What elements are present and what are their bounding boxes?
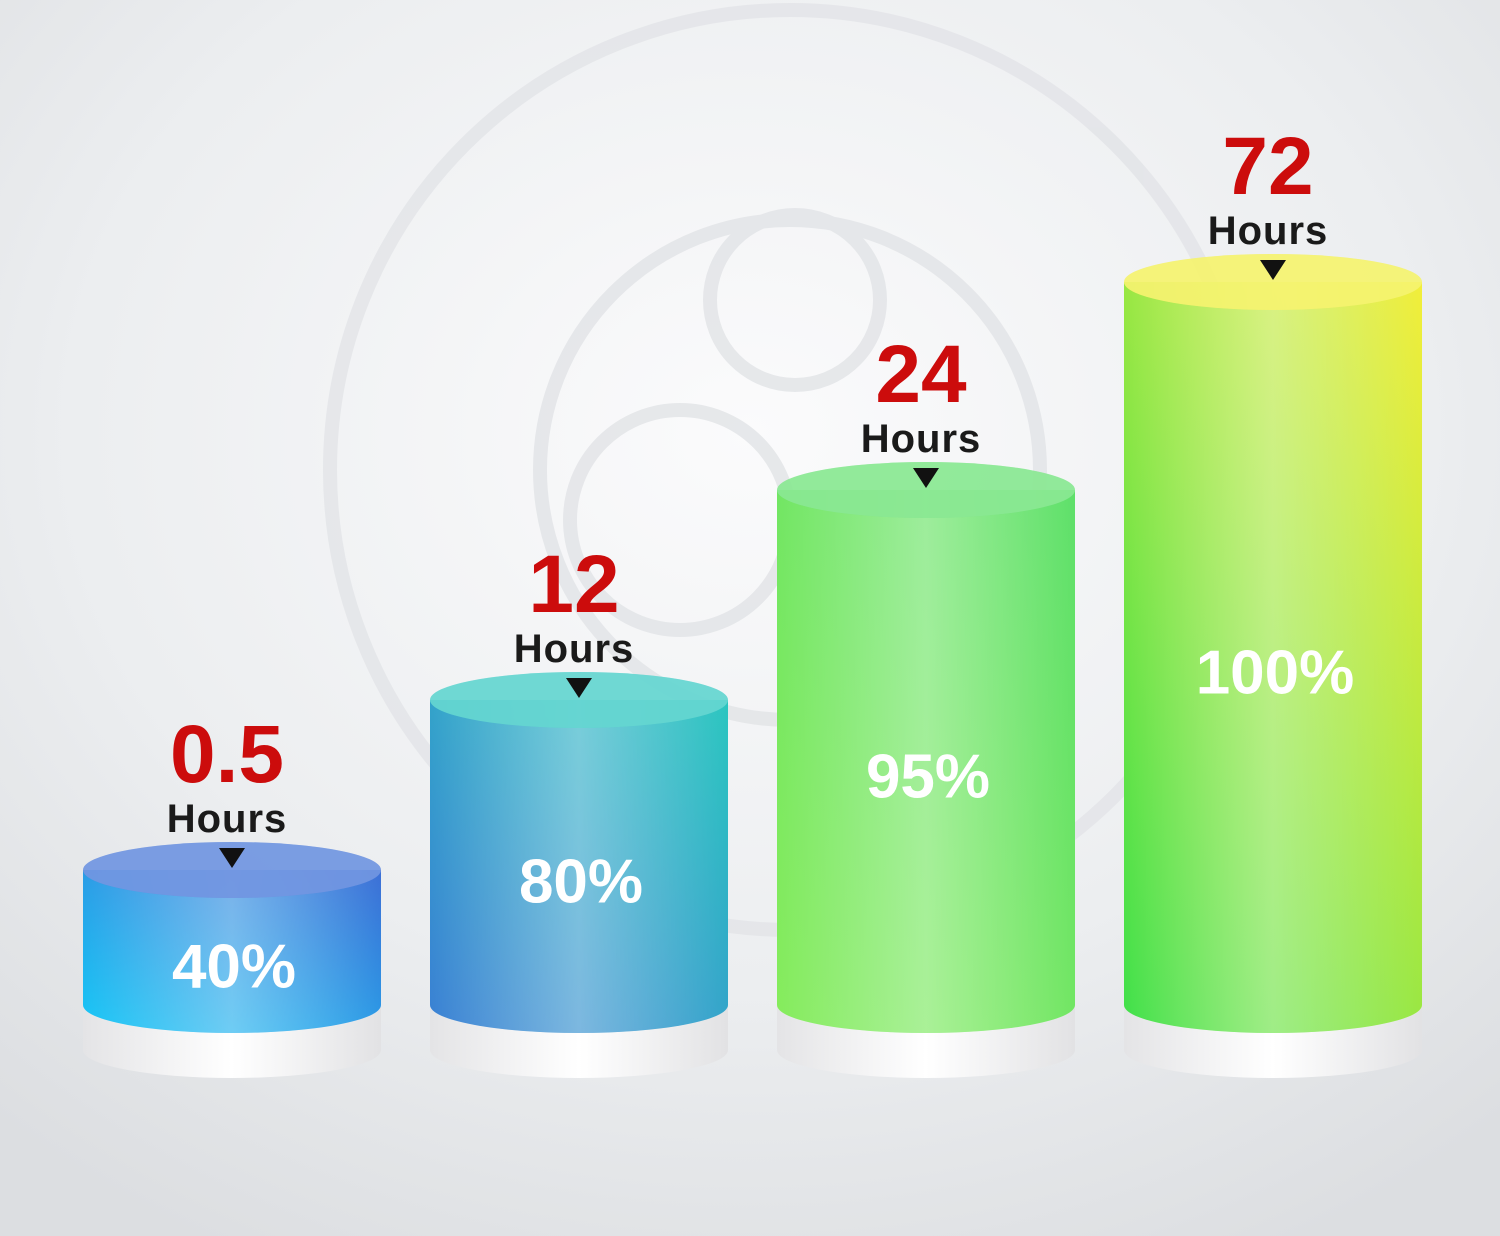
percent-label: 100% (1196, 639, 1355, 708)
bar-highlight (777, 490, 1075, 1033)
hours-unit-label: Hours (1208, 209, 1329, 253)
pointer-triangle-icon (566, 678, 592, 698)
pointer-triangle-icon (913, 468, 939, 488)
hours-unit-label: Hours (514, 627, 635, 671)
bar-top (83, 842, 381, 898)
bar-highlight (83, 870, 381, 1033)
hours-value: 24 (875, 329, 967, 420)
percent-label: 40% (172, 933, 296, 1002)
percent-label: 95% (866, 743, 990, 812)
bar-top-sheen (430, 672, 728, 728)
bar-highlight (430, 700, 728, 1033)
percent-label: 80% (519, 848, 643, 917)
bar-top (1124, 254, 1422, 310)
bar-highlight (1124, 282, 1422, 1033)
hours-value: 0.5 (170, 709, 284, 800)
hours-value: 72 (1222, 121, 1313, 212)
hours-unit-label: Hours (167, 797, 288, 841)
bar-top-sheen (83, 842, 381, 898)
pointer-triangle-icon (219, 848, 245, 868)
pointer-triangle-icon (1260, 260, 1286, 280)
bar-top-sheen (1124, 254, 1422, 310)
hours-value: 12 (528, 539, 619, 630)
hours-unit-label: Hours (861, 417, 982, 461)
bar-top (777, 462, 1075, 518)
bar-top-sheen (777, 462, 1075, 518)
bar-top (430, 672, 728, 728)
